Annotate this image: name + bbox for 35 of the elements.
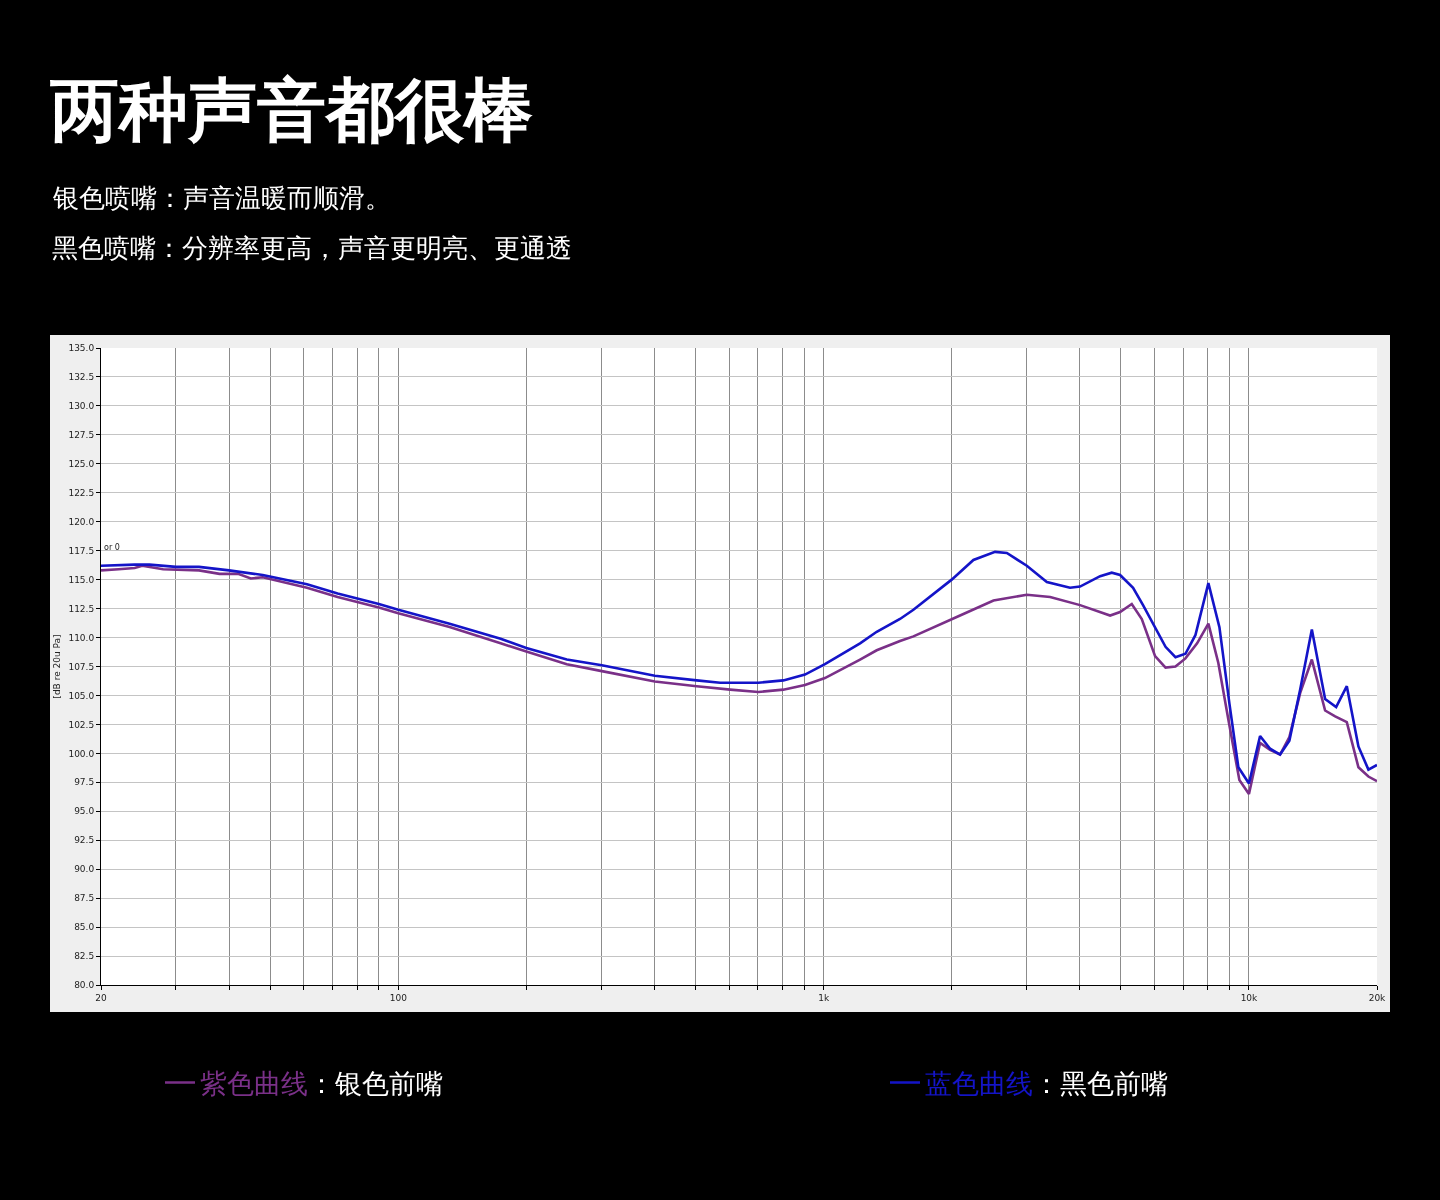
x-tick-label: 20 — [95, 992, 107, 1003]
y-tick-label: 100.0 — [68, 748, 95, 759]
legend-label: 紫色曲线：银色前嘴 — [200, 1068, 443, 1100]
y-tick-label: 92.5 — [74, 835, 95, 846]
y-tick-label: 130.0 — [68, 401, 95, 412]
x-tick-label: 100 — [389, 992, 408, 1003]
y-tick-label: 127.5 — [68, 430, 95, 441]
y-tick-label: 107.5 — [68, 661, 95, 672]
chart-subtitle: 银色喷嘴：声音温暖而顺滑。 — [52, 183, 391, 213]
x-tick-label: 10k — [1240, 992, 1259, 1003]
y-tick-label: 110.0 — [68, 632, 95, 643]
y-tick-label: 115.0 — [68, 574, 95, 585]
y-tick-label: 122.5 — [68, 487, 95, 498]
x-tick-label: 20k — [1368, 992, 1387, 1003]
y-tick-label: 105.0 — [68, 690, 95, 701]
y-tick-label: 80.0 — [74, 980, 95, 991]
x-tick-label: 1k — [818, 992, 830, 1003]
y-tick-label: 82.5 — [74, 951, 95, 962]
annotation: or 0 — [104, 543, 120, 552]
y-tick-label: 135.0 — [68, 343, 95, 354]
y-tick-label: 95.0 — [74, 806, 95, 817]
y-tick-label: 117.5 — [68, 545, 95, 556]
chart-title: 两种声音都很棒 — [49, 70, 533, 151]
y-tick-label: 112.5 — [68, 603, 95, 614]
y-tick-label: 85.0 — [74, 922, 95, 933]
legend-label: 蓝色曲线：黑色前嘴 — [925, 1068, 1168, 1100]
y-tick-label: 90.0 — [74, 864, 95, 875]
y-tick-label: 125.0 — [68, 458, 95, 469]
y-tick-label: 120.0 — [68, 516, 95, 527]
y-tick-label: 97.5 — [74, 777, 95, 788]
y-tick-label: 102.5 — [68, 719, 95, 730]
y-tick-label: 87.5 — [74, 893, 95, 904]
text: 黑色喷嘴：分辨率更高，声音更明亮、更通透 — [52, 233, 572, 263]
y-tick-label: 132.5 — [68, 372, 95, 383]
y-axis-title: [dB re 20u Pa] — [51, 634, 62, 699]
